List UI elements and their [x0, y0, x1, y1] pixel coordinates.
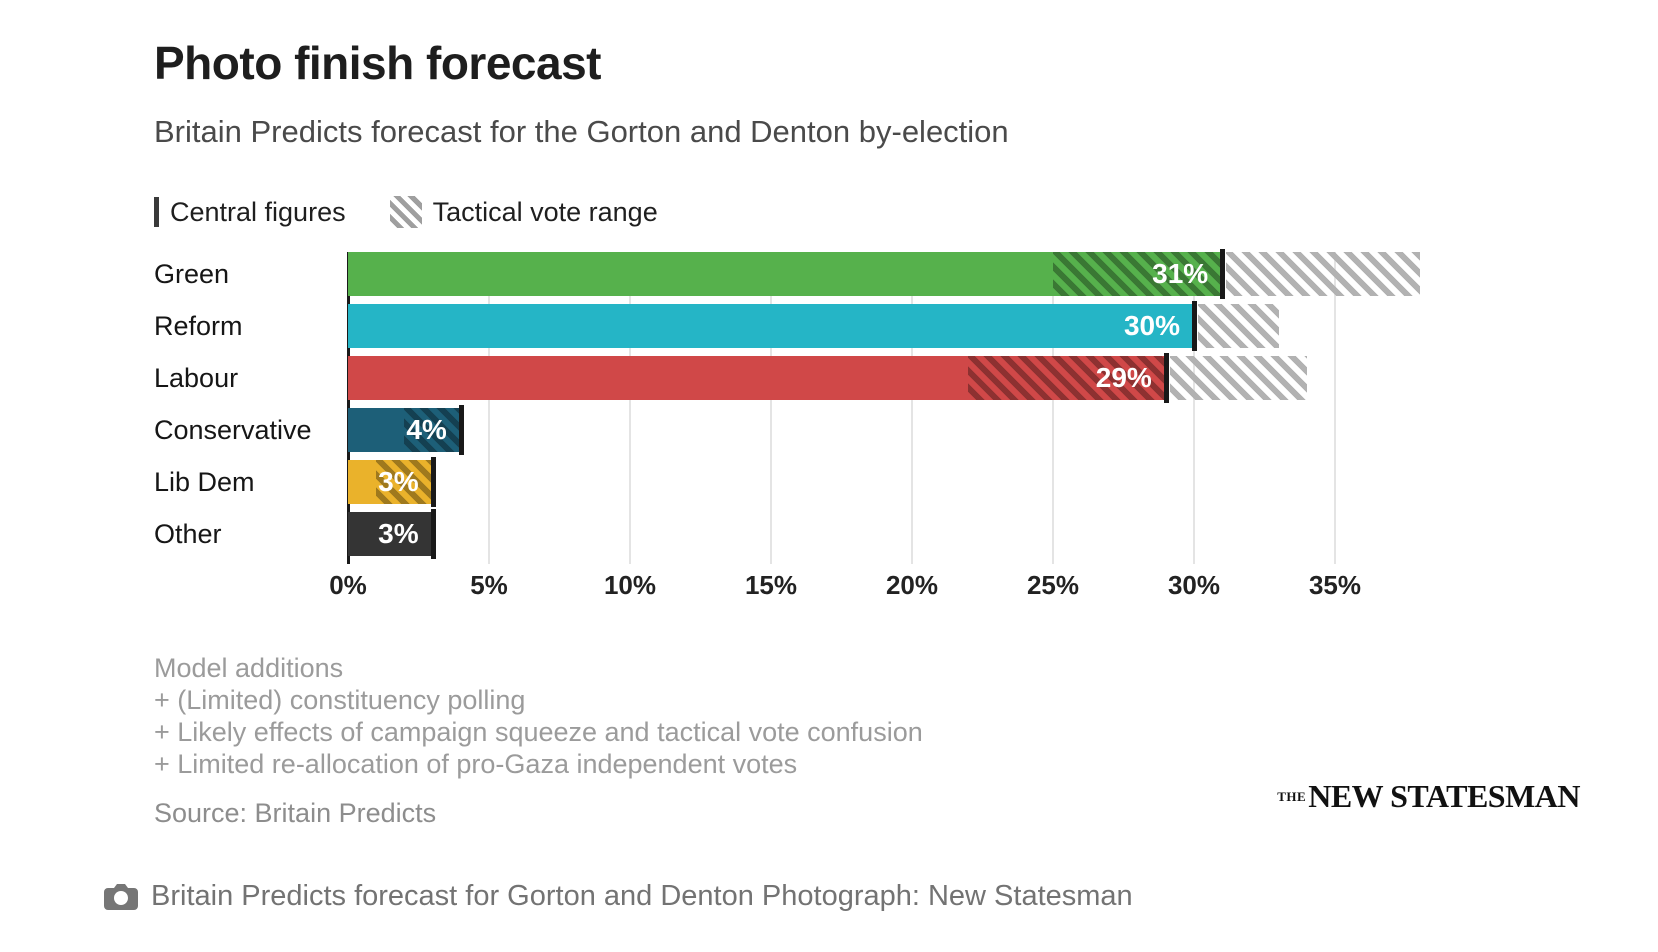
bar: [348, 408, 461, 452]
chart-figure: Photo finish forecast Britain Predicts f…: [154, 37, 1578, 828]
bar: [348, 512, 433, 556]
axis-tick-label: 30%: [1167, 570, 1221, 600]
central-figure-marker: [1192, 301, 1197, 351]
row-plot: 3%: [348, 457, 1458, 507]
source-text: Source: Britain Predicts: [154, 798, 437, 828]
grid-line: [629, 252, 631, 564]
bar-value-label: 30%: [1123, 310, 1180, 341]
grid-line: [1334, 252, 1336, 564]
camera-icon: [104, 883, 138, 910]
central-figure-marker: [430, 509, 436, 559]
axis-tick-label: 20%: [885, 570, 939, 600]
row-label: Reform: [154, 310, 243, 341]
chart-rows: Green 31% Reform 30% Labour 29% Conservative 4%…: [154, 249, 1578, 559]
grid-line: [488, 252, 490, 564]
bar-value-label: 3%: [378, 466, 419, 497]
bar-range-hatch-inner: [404, 408, 461, 452]
caption-text: Britain Predicts forecast for Gorton and…: [151, 880, 1133, 912]
row-plot: 4%: [348, 405, 1458, 455]
row-label: Lib Dem: [154, 466, 255, 497]
legend-tactical-range: Tactical vote range: [389, 196, 658, 228]
central-figure-mark-icon: [154, 197, 159, 227]
bar-chart: Green 31% Reform 30% Labour 29% Conservative 4%…: [154, 249, 1578, 604]
axis-tick-label: 10%: [603, 570, 657, 600]
row-plot: 30%: [348, 301, 1458, 351]
bar-range-hatch-outer: [1226, 252, 1420, 296]
chart-row: Reform 30%: [154, 301, 1578, 351]
chart-row: Conservative 4%: [154, 405, 1578, 455]
bar: [348, 304, 1194, 348]
axis-tick-label: 25%: [1026, 570, 1080, 600]
image-caption: Britain Predicts forecast for Gorton and…: [104, 880, 1133, 913]
grid-line: [1193, 252, 1195, 564]
bar-range-hatch-inner: [1053, 252, 1223, 296]
grid-line: [1052, 252, 1054, 564]
footnotes: Model additions + (Limited) constituency…: [154, 652, 1578, 780]
central-figure-marker: [458, 405, 464, 455]
bar: [348, 460, 433, 504]
legend-central-label: Central figures: [170, 196, 346, 227]
chart-row: Other 3%: [154, 509, 1578, 559]
axis-tick-label: 15%: [744, 570, 798, 600]
chart-row: Lib Dem 3%: [154, 457, 1578, 507]
bar: [348, 356, 1166, 400]
chart-subtitle: Britain Predicts forecast for the Gorton…: [154, 114, 1009, 149]
row-label: Green: [154, 258, 230, 289]
hatch-swatch-icon: [389, 196, 422, 228]
axis-tick-label: 35%: [1308, 570, 1362, 600]
axis-tick-label: 0%: [329, 570, 367, 600]
page-title: Photo finish forecast: [154, 37, 601, 89]
legend-range-label: Tactical vote range: [432, 196, 658, 227]
logo-the: THE: [1277, 789, 1307, 804]
row-label: Conservative: [154, 414, 312, 445]
row-plot: 3%: [348, 509, 1458, 559]
bar-range-hatch-outer: [1169, 356, 1307, 400]
row-label: Labour: [154, 362, 239, 393]
bar-value-label: 4%: [406, 414, 447, 445]
bar-range-hatch-outer: [1198, 304, 1279, 348]
bar-value-label: 3%: [378, 518, 419, 549]
central-figure-marker: [1163, 353, 1169, 403]
axis-tick-label: 5%: [470, 570, 508, 600]
footnote-line: + Likely effects of campaign squeeze and…: [154, 717, 923, 747]
legend-central-figures: Central figures: [154, 197, 346, 228]
chart-row: Labour 29%: [154, 353, 1578, 403]
bar-range-hatch-inner: [376, 460, 433, 504]
bar-value-label: 29%: [1095, 362, 1152, 393]
footnote-line: + (Limited) constituency polling: [154, 685, 526, 715]
footnote-line: Model additions: [154, 653, 344, 683]
new-statesman-logo: THENEW STATESMAN: [1277, 778, 1580, 815]
central-figure-marker: [430, 457, 436, 507]
central-figure-marker: [1220, 249, 1226, 299]
bar-range-hatch-inner: [968, 356, 1166, 400]
row-plot: 29%: [348, 353, 1458, 403]
row-label: Other: [154, 518, 222, 549]
row-plot: 31%: [348, 249, 1458, 299]
bar-value-label: 31%: [1152, 258, 1209, 289]
grid-line: [911, 252, 913, 564]
chart-row: Green 31%: [154, 249, 1578, 299]
grid-line: [770, 252, 772, 564]
footnote-line: + Limited re-allocation of pro-Gaza inde…: [154, 749, 798, 779]
bar: [348, 252, 1223, 296]
x-axis: 0% 5% 10% 15% 20% 25% 30% 35%: [329, 570, 1458, 604]
logo-name: NEW STATESMAN: [1308, 778, 1580, 814]
chart-legend: Central figures Tactical vote range: [154, 196, 1578, 228]
